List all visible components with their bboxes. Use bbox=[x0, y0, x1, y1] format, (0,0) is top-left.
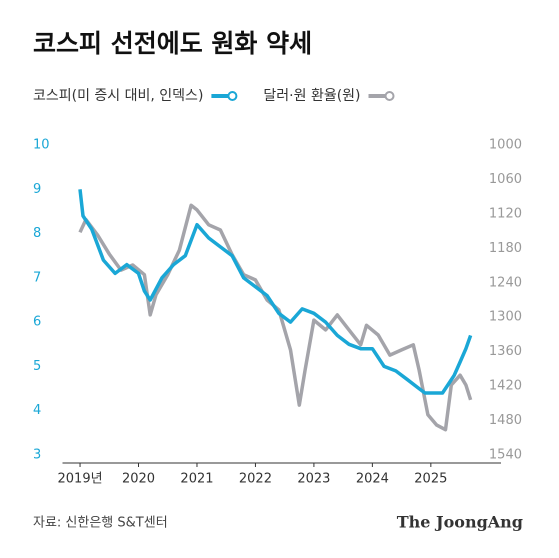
y-tick-label: 6 bbox=[33, 315, 41, 330]
y2-tick-label: 1060 bbox=[489, 172, 522, 187]
y-tick-label: 9 bbox=[33, 182, 41, 197]
y2-tick-label: 1300 bbox=[489, 310, 522, 325]
legend-swatch-dot bbox=[227, 91, 238, 101]
x-tick-label: 2019년 bbox=[58, 472, 103, 487]
legend-swatch-dot bbox=[384, 91, 395, 101]
y-tick-label: 8 bbox=[33, 226, 41, 241]
x-tick-label: 2022 bbox=[239, 472, 272, 487]
y2-tick-label: 1120 bbox=[489, 206, 522, 221]
y-tick-label: 5 bbox=[33, 359, 41, 374]
series-line bbox=[78, 189, 473, 395]
y-tick-label: 3 bbox=[33, 448, 41, 463]
series-line bbox=[78, 203, 473, 432]
y2-tick-label: 1360 bbox=[489, 344, 522, 359]
x-tick-label: 2020 bbox=[122, 472, 155, 487]
y2-tick-label: 1540 bbox=[489, 448, 522, 463]
x-tick-label: 2023 bbox=[297, 472, 330, 487]
y2-tick-label: 1480 bbox=[489, 413, 522, 428]
y2-tick-label: 1000 bbox=[489, 138, 522, 153]
legend-label: 달러·원 환율(원) bbox=[263, 88, 360, 104]
legend-label: 코스피(미 증시 대비, 인덱스) bbox=[33, 88, 203, 104]
y2-tick-label: 1420 bbox=[489, 379, 522, 394]
y2-tick-label: 1180 bbox=[489, 241, 522, 256]
chart-title: 코스피 선전에도 원화 약세 bbox=[33, 29, 312, 58]
y-tick-label: 10 bbox=[33, 138, 50, 153]
x-tick-label: 2021 bbox=[180, 472, 213, 487]
y-tick-label: 7 bbox=[33, 270, 41, 285]
y-tick-label: 4 bbox=[33, 403, 41, 418]
x-tick-label: 2024 bbox=[356, 472, 389, 487]
x-tick-label: 2025 bbox=[414, 472, 447, 487]
source: 자료: 신한은행 S&T센터 bbox=[33, 515, 168, 531]
y2-tick-label: 1240 bbox=[489, 275, 522, 290]
brand: The JoongAng bbox=[397, 513, 523, 532]
